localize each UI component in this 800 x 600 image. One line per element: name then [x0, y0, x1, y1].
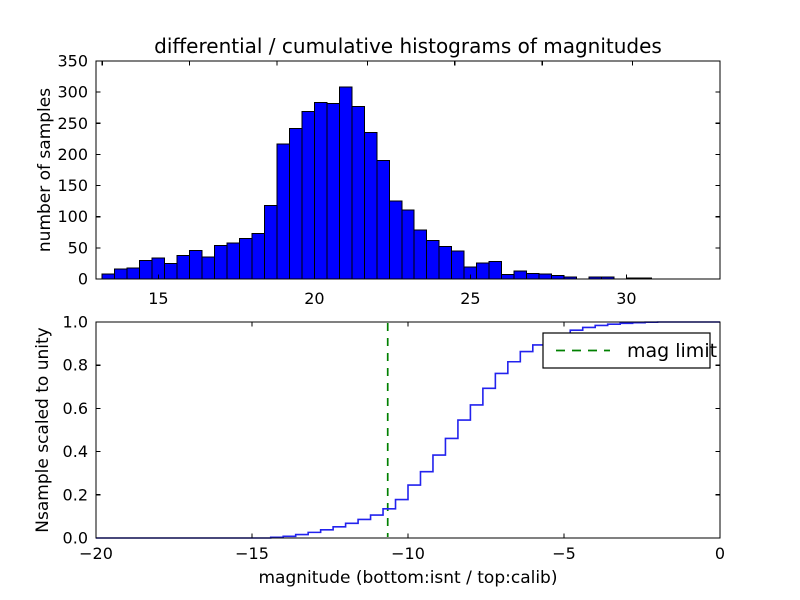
hist-bar — [538, 273, 553, 280]
y-tick-label: 350 — [57, 52, 88, 71]
top-y-axis-label: number of samples — [35, 88, 55, 252]
y-tick-label: 0 — [78, 270, 88, 289]
legend-label: mag limit — [627, 340, 717, 362]
bottom-y-axis-label: Nsample scaled to unity — [33, 327, 53, 532]
x-tick-label: −10 — [391, 544, 425, 563]
bottom-axes-ticks: −20 −15 −10 −5 0 0.0 0.2 0.4 0.6 0.8 1.0 — [63, 313, 726, 564]
hist-bar — [488, 261, 503, 280]
bottom-axes: −20 −15 −10 −5 0 0.0 0.2 0.4 0.6 0.8 1.0 Nsample s… — [33, 313, 725, 589]
cdf-line — [96, 321, 720, 539]
hist-bar — [201, 256, 216, 280]
hist-bar — [164, 262, 178, 280]
y-tick-label: 1.0 — [63, 313, 88, 332]
chart-title: differential / cumulative histograms of … — [154, 34, 662, 58]
x-tick-label: 30 — [616, 289, 636, 308]
y-tick-label: 300 — [57, 83, 88, 102]
hist-bar — [438, 246, 453, 280]
x-tick-label: 0 — [715, 544, 725, 563]
x-tick-label: 15 — [148, 289, 168, 308]
y-tick-label: 100 — [57, 207, 88, 226]
hist-bar — [413, 229, 428, 280]
top-axes-frame — [95, 60, 721, 280]
hist-bar — [214, 244, 228, 280]
y-tick-label: 250 — [57, 114, 88, 133]
y-tick-label: 0.2 — [63, 485, 88, 504]
hist-bar — [451, 250, 465, 280]
y-tick-label: 0.0 — [63, 529, 88, 548]
hist-bar — [388, 200, 403, 280]
y-tick-label: 200 — [57, 145, 88, 164]
histogram-bars — [101, 86, 652, 280]
x-tick-label: −20 — [79, 544, 113, 563]
hist-bar — [401, 209, 415, 280]
hist-bar — [526, 272, 540, 280]
hist-bar — [126, 267, 141, 280]
hist-bar — [363, 132, 378, 280]
x-tick-label: 20 — [304, 289, 324, 308]
x-tick-label: 25 — [460, 289, 480, 308]
hist-bar — [263, 205, 278, 280]
y-tick-label: 0.6 — [63, 399, 88, 418]
hist-bar — [513, 270, 528, 280]
hist-bar — [376, 160, 390, 280]
hist-bar — [351, 105, 365, 280]
x-axis-label: magnitude (bottom:isnt / top:calib) — [259, 568, 558, 588]
hist-bar — [239, 238, 253, 280]
hist-bar — [301, 110, 315, 280]
hist-bar — [288, 127, 303, 280]
y-tick-label: 50 — [68, 238, 88, 257]
x-tick-label: −5 — [552, 544, 576, 563]
hist-bar — [189, 249, 203, 280]
hist-bar — [476, 262, 490, 280]
hist-bar — [313, 102, 328, 280]
x-tick-label: −15 — [235, 544, 269, 563]
hist-bar — [338, 86, 353, 280]
hist-bar — [326, 102, 340, 280]
hist-bar — [501, 274, 515, 280]
legend: mag limit — [542, 332, 717, 369]
hist-bar — [426, 239, 440, 280]
y-tick-label: 0.8 — [63, 356, 88, 375]
y-tick-label: 150 — [57, 176, 88, 195]
hist-bar — [101, 273, 116, 280]
cumulative-curve-group — [96, 321, 720, 539]
y-tick-label: 0.4 — [63, 442, 88, 461]
hist-bar — [226, 242, 241, 280]
hist-bar — [114, 268, 128, 280]
hist-bar — [176, 254, 191, 280]
hist-bar — [139, 259, 153, 280]
hist-bar — [251, 233, 265, 280]
legend-box — [542, 332, 711, 369]
hist-bar — [276, 143, 290, 280]
